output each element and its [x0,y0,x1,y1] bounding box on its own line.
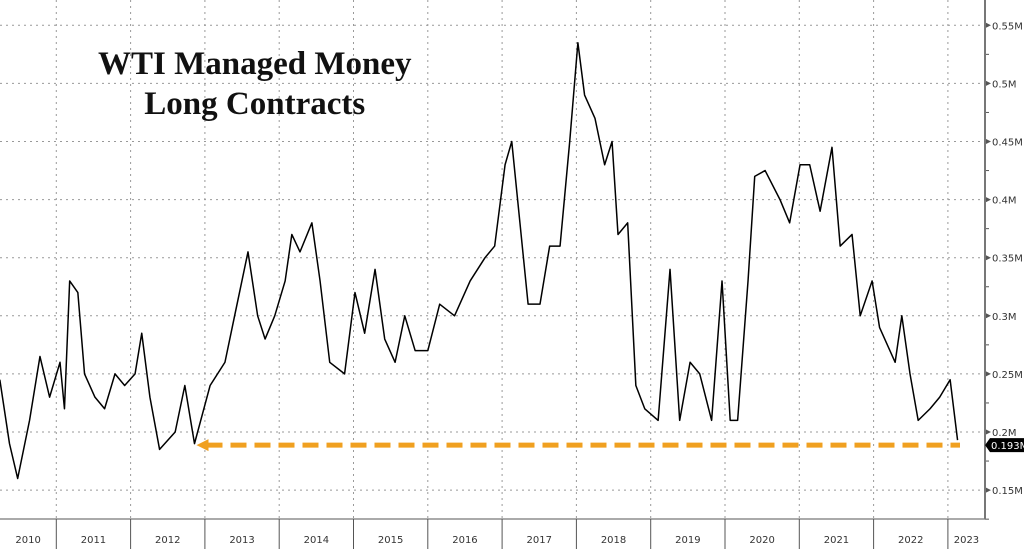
title-line-2: Long Contracts [144,86,366,122]
y-tick [985,254,991,261]
y-tick-label: 0.45M [992,138,1023,149]
y-tick [985,138,991,145]
last-value-label: 0.193M [991,441,1024,452]
y-tick [985,22,991,29]
x-tick-label: 2012 [155,535,180,546]
y-tick [985,429,991,435]
x-tick-label: 2019 [675,535,700,546]
x-tick-label: 2017 [527,535,552,546]
y-tick [985,370,991,377]
series-line [0,41,959,480]
x-tick-label: 2020 [749,535,774,546]
y-tick-label: 0.3M [992,312,1017,323]
y-tick [985,196,991,203]
y-tick-label: 0.4M [992,196,1017,207]
title-line-1: WTI Managed Money [98,46,412,82]
x-tick-label: 2018 [601,535,626,546]
y-tick [985,312,991,319]
y-tick-label: 0.5M [992,79,1017,90]
y-tick-label: 0.15M [992,486,1023,497]
x-tick-label: 2015 [378,535,403,546]
y-tick-label: 0.35M [992,254,1023,265]
last-value-tag [985,438,1024,453]
x-tick-label: 2013 [229,535,254,546]
chart-title: WTI Managed Money Long Contracts [98,44,412,124]
x-tick-label: 2011 [81,535,106,546]
y-tick [985,80,991,87]
x-tick-label: 2016 [452,535,477,546]
x-tick-label: 2014 [304,535,329,546]
y-tick-label: 0.55M [992,21,1023,32]
y-tick [985,487,991,494]
reference-arrowhead [196,439,209,452]
x-tick-label: 2010 [15,535,40,546]
x-tick-label: 2023 [954,535,979,546]
x-tick-label: 2021 [824,535,849,546]
x-tick-label: 2022 [898,535,923,546]
y-tick-label: 0.2M [992,428,1017,439]
y-tick-label: 0.25M [992,370,1023,381]
